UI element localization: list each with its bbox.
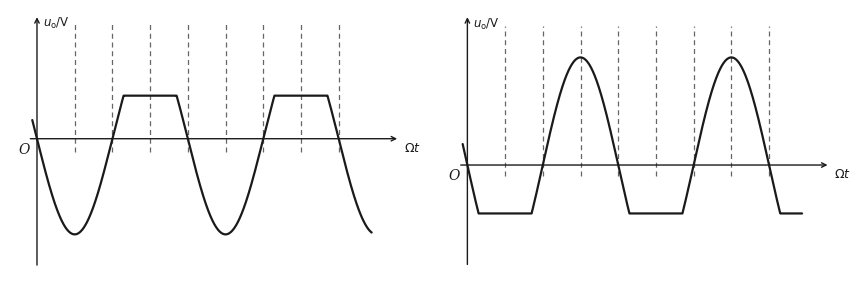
- Text: $\it{\Omega}$$\it{t}$: $\it{\Omega}$$\it{t}$: [834, 168, 851, 181]
- Text: O: O: [18, 143, 29, 156]
- Text: $u_{\rm o}$/V: $u_{\rm o}$/V: [43, 16, 69, 31]
- Text: $u_{\rm o}$/V: $u_{\rm o}$/V: [473, 17, 500, 32]
- Text: O: O: [449, 169, 460, 183]
- Text: $\it{\Omega}$$\it{t}$: $\it{\Omega}$$\it{t}$: [404, 141, 420, 155]
